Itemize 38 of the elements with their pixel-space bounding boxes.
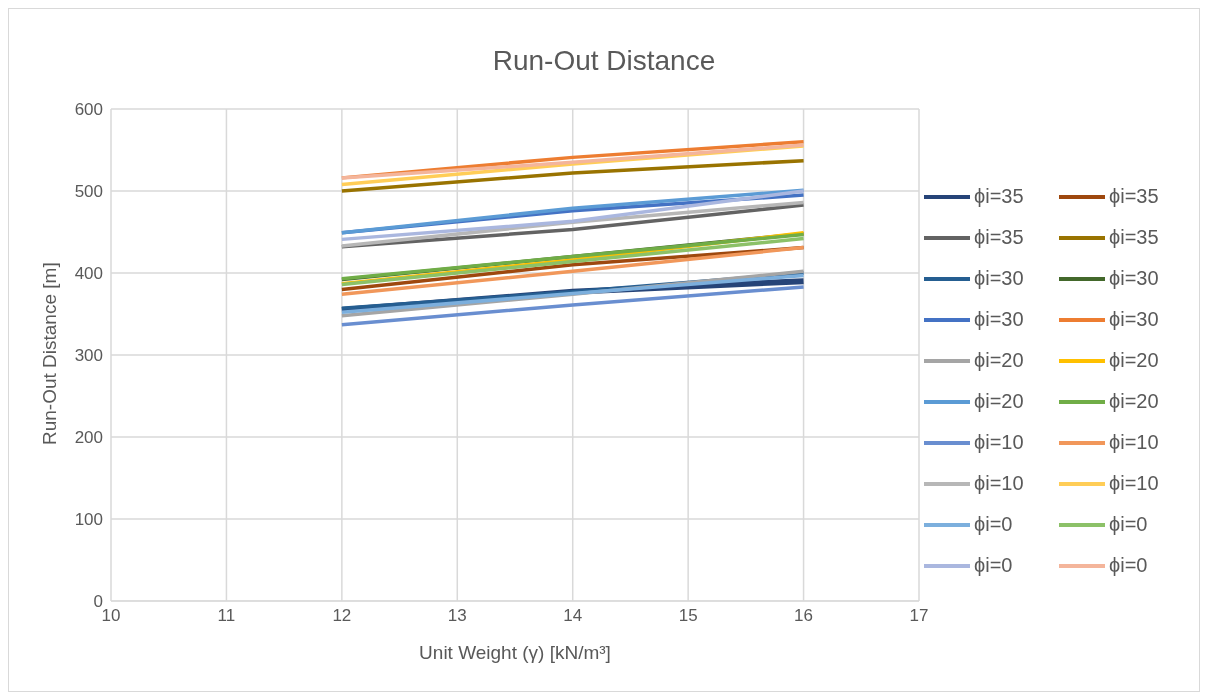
x-tick-label: 10 (101, 606, 121, 626)
x-tick-label: 16 (794, 606, 814, 626)
y-tick-label: 500 (74, 182, 103, 202)
x-tick-label: 13 (447, 606, 467, 626)
legend-label: ϕi=35 (1109, 226, 1159, 249)
legend-label: ϕi=20 (974, 390, 1024, 413)
y-tick-label: 100 (74, 510, 103, 530)
legend-label: ϕi=30 (974, 308, 1024, 331)
legend-label: ϕi=35 (974, 185, 1024, 208)
legend-label: ϕi=10 (1109, 431, 1159, 454)
x-tick-label: 11 (217, 606, 236, 626)
x-axis-title: Unit Weight (γ) [kN/m³] (419, 642, 611, 663)
legend-label: ϕi=35 (1109, 185, 1159, 208)
legend-label: ϕi=0 (974, 554, 1013, 577)
legend-label: ϕi=20 (1109, 390, 1159, 413)
legend-label: ϕi=30 (1109, 267, 1159, 290)
x-tick-label: 17 (909, 606, 929, 626)
legend-label: ϕi=20 (974, 349, 1024, 372)
legend-label: ϕi=10 (1109, 472, 1159, 495)
legend-label: ϕi=35 (974, 226, 1024, 249)
chart-title: Run-Out Distance (491, 45, 717, 78)
x-tick-label: 14 (563, 606, 583, 626)
legend-label: ϕi=10 (974, 472, 1024, 495)
legend-label: ϕi=0 (974, 513, 1013, 536)
x-tick-label: 12 (332, 606, 352, 626)
y-tick-label: 200 (74, 428, 103, 448)
legend-label: ϕi=10 (974, 431, 1024, 454)
y-tick-label: 400 (74, 264, 103, 284)
y-tick-label: 300 (74, 346, 103, 366)
legend-label: ϕi=0 (1109, 554, 1148, 577)
legend-label: ϕi=30 (974, 267, 1024, 290)
y-axis-title: Run-Out Distance [m] (38, 262, 60, 445)
y-tick-label: 600 (74, 100, 103, 120)
legend-label: ϕi=30 (1109, 308, 1159, 331)
legend-label: ϕi=0 (1109, 513, 1148, 536)
legend-label: ϕi=20 (1109, 349, 1159, 372)
y-tick-label: 0 (93, 592, 103, 612)
x-tick-label: 15 (678, 606, 698, 626)
